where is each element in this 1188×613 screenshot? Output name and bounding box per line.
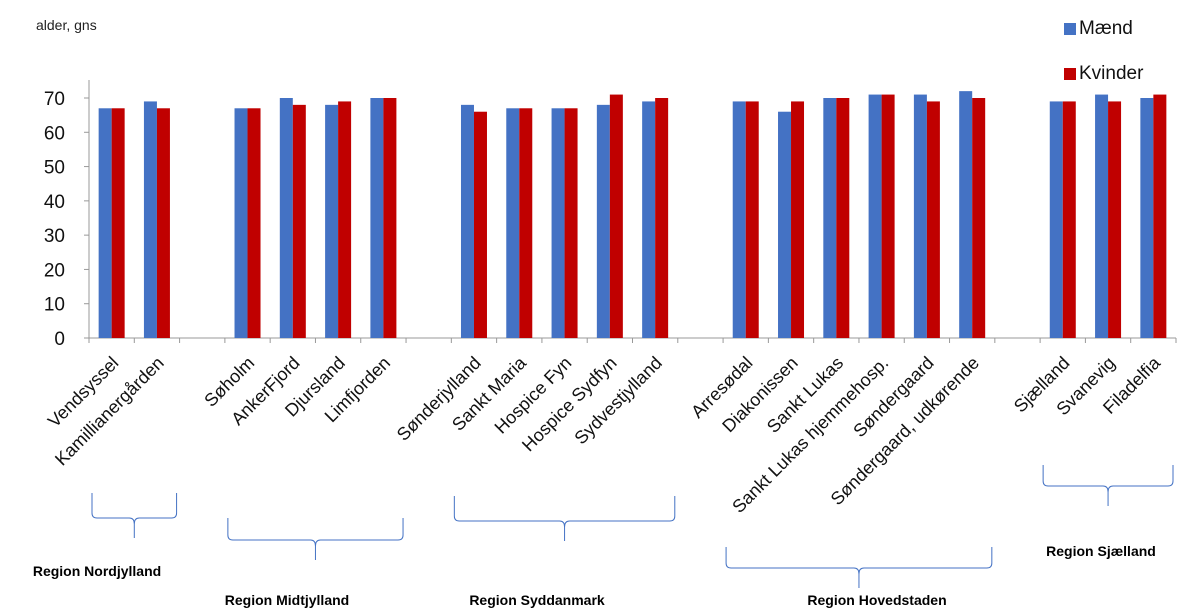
region-label: Region Hovedstaden (807, 592, 946, 608)
bar-maend (823, 98, 836, 338)
bar-kvinder (746, 101, 759, 338)
bar-maend (552, 108, 565, 338)
bar-maend (325, 105, 338, 338)
bar-kvinder (248, 108, 261, 338)
region-bracket (454, 496, 674, 541)
bar-maend (235, 108, 248, 338)
bar-kvinder (610, 95, 623, 338)
region-label: Region Midtjylland (225, 592, 349, 608)
region-bracket (92, 493, 177, 538)
bar-maend (959, 91, 972, 338)
bar-kvinder (338, 101, 351, 338)
y-tick-label: 30 (44, 226, 65, 247)
y-tick-label: 70 (44, 89, 65, 110)
bar-maend (914, 95, 927, 338)
region-brackets: Region Nordjylland Region Midtjylland Regi… (33, 465, 1173, 608)
legend-label: Mænd (1079, 18, 1133, 39)
bar-kvinder (157, 108, 170, 338)
bar-kvinder (565, 108, 578, 338)
bar-maend (1050, 101, 1063, 338)
bar-kvinder (1153, 95, 1166, 338)
bar-maend (99, 108, 112, 338)
bar-kvinder (791, 101, 804, 338)
bar-maend (370, 98, 383, 338)
region-bracket (726, 547, 992, 588)
bar-kvinder (383, 98, 396, 338)
region-label: Region Syddanmark (469, 592, 605, 608)
region-label: Region Sjælland (1046, 543, 1156, 559)
bar-kvinder (927, 101, 940, 338)
bar-maend (597, 105, 610, 338)
bar-kvinder (1063, 101, 1076, 338)
region-label: Region Nordjylland (33, 563, 161, 579)
region-bracket (228, 518, 403, 560)
bar-maend (506, 108, 519, 338)
bar-maend (144, 101, 157, 338)
y-tick-label: 50 (44, 158, 65, 179)
bar-kvinder (836, 98, 849, 338)
bar-kvinder (882, 95, 895, 338)
legend: Mænd Kvinder (1064, 18, 1144, 84)
bar-kvinder (293, 105, 306, 338)
bar-maend (1140, 98, 1153, 338)
y-tick-label: 20 (44, 260, 65, 281)
bar-kvinder (972, 98, 985, 338)
bar-kvinder (474, 112, 487, 338)
bar-maend (642, 101, 655, 338)
legend-swatch (1064, 23, 1076, 35)
y-axis-label: alder, gns (36, 17, 97, 33)
bar-maend (778, 112, 791, 338)
bar-maend (280, 98, 293, 338)
y-tick-label: 60 (44, 123, 65, 144)
y-tick-label: 10 (44, 295, 65, 316)
region-bracket (1043, 465, 1173, 506)
bar-kvinder (519, 108, 532, 338)
y-tick-label: 0 (54, 329, 65, 350)
bar-kvinder (1108, 101, 1121, 338)
bar-kvinder (112, 108, 125, 338)
bar-maend (461, 105, 474, 338)
bar-maend (1095, 95, 1108, 338)
bar-kvinder (655, 98, 668, 338)
legend-swatch (1064, 68, 1076, 80)
bar-maend (733, 101, 746, 338)
bars (99, 91, 1167, 338)
bar-maend (869, 95, 882, 338)
y-tick-label: 40 (44, 192, 65, 213)
legend-label: Kvinder (1079, 63, 1144, 84)
